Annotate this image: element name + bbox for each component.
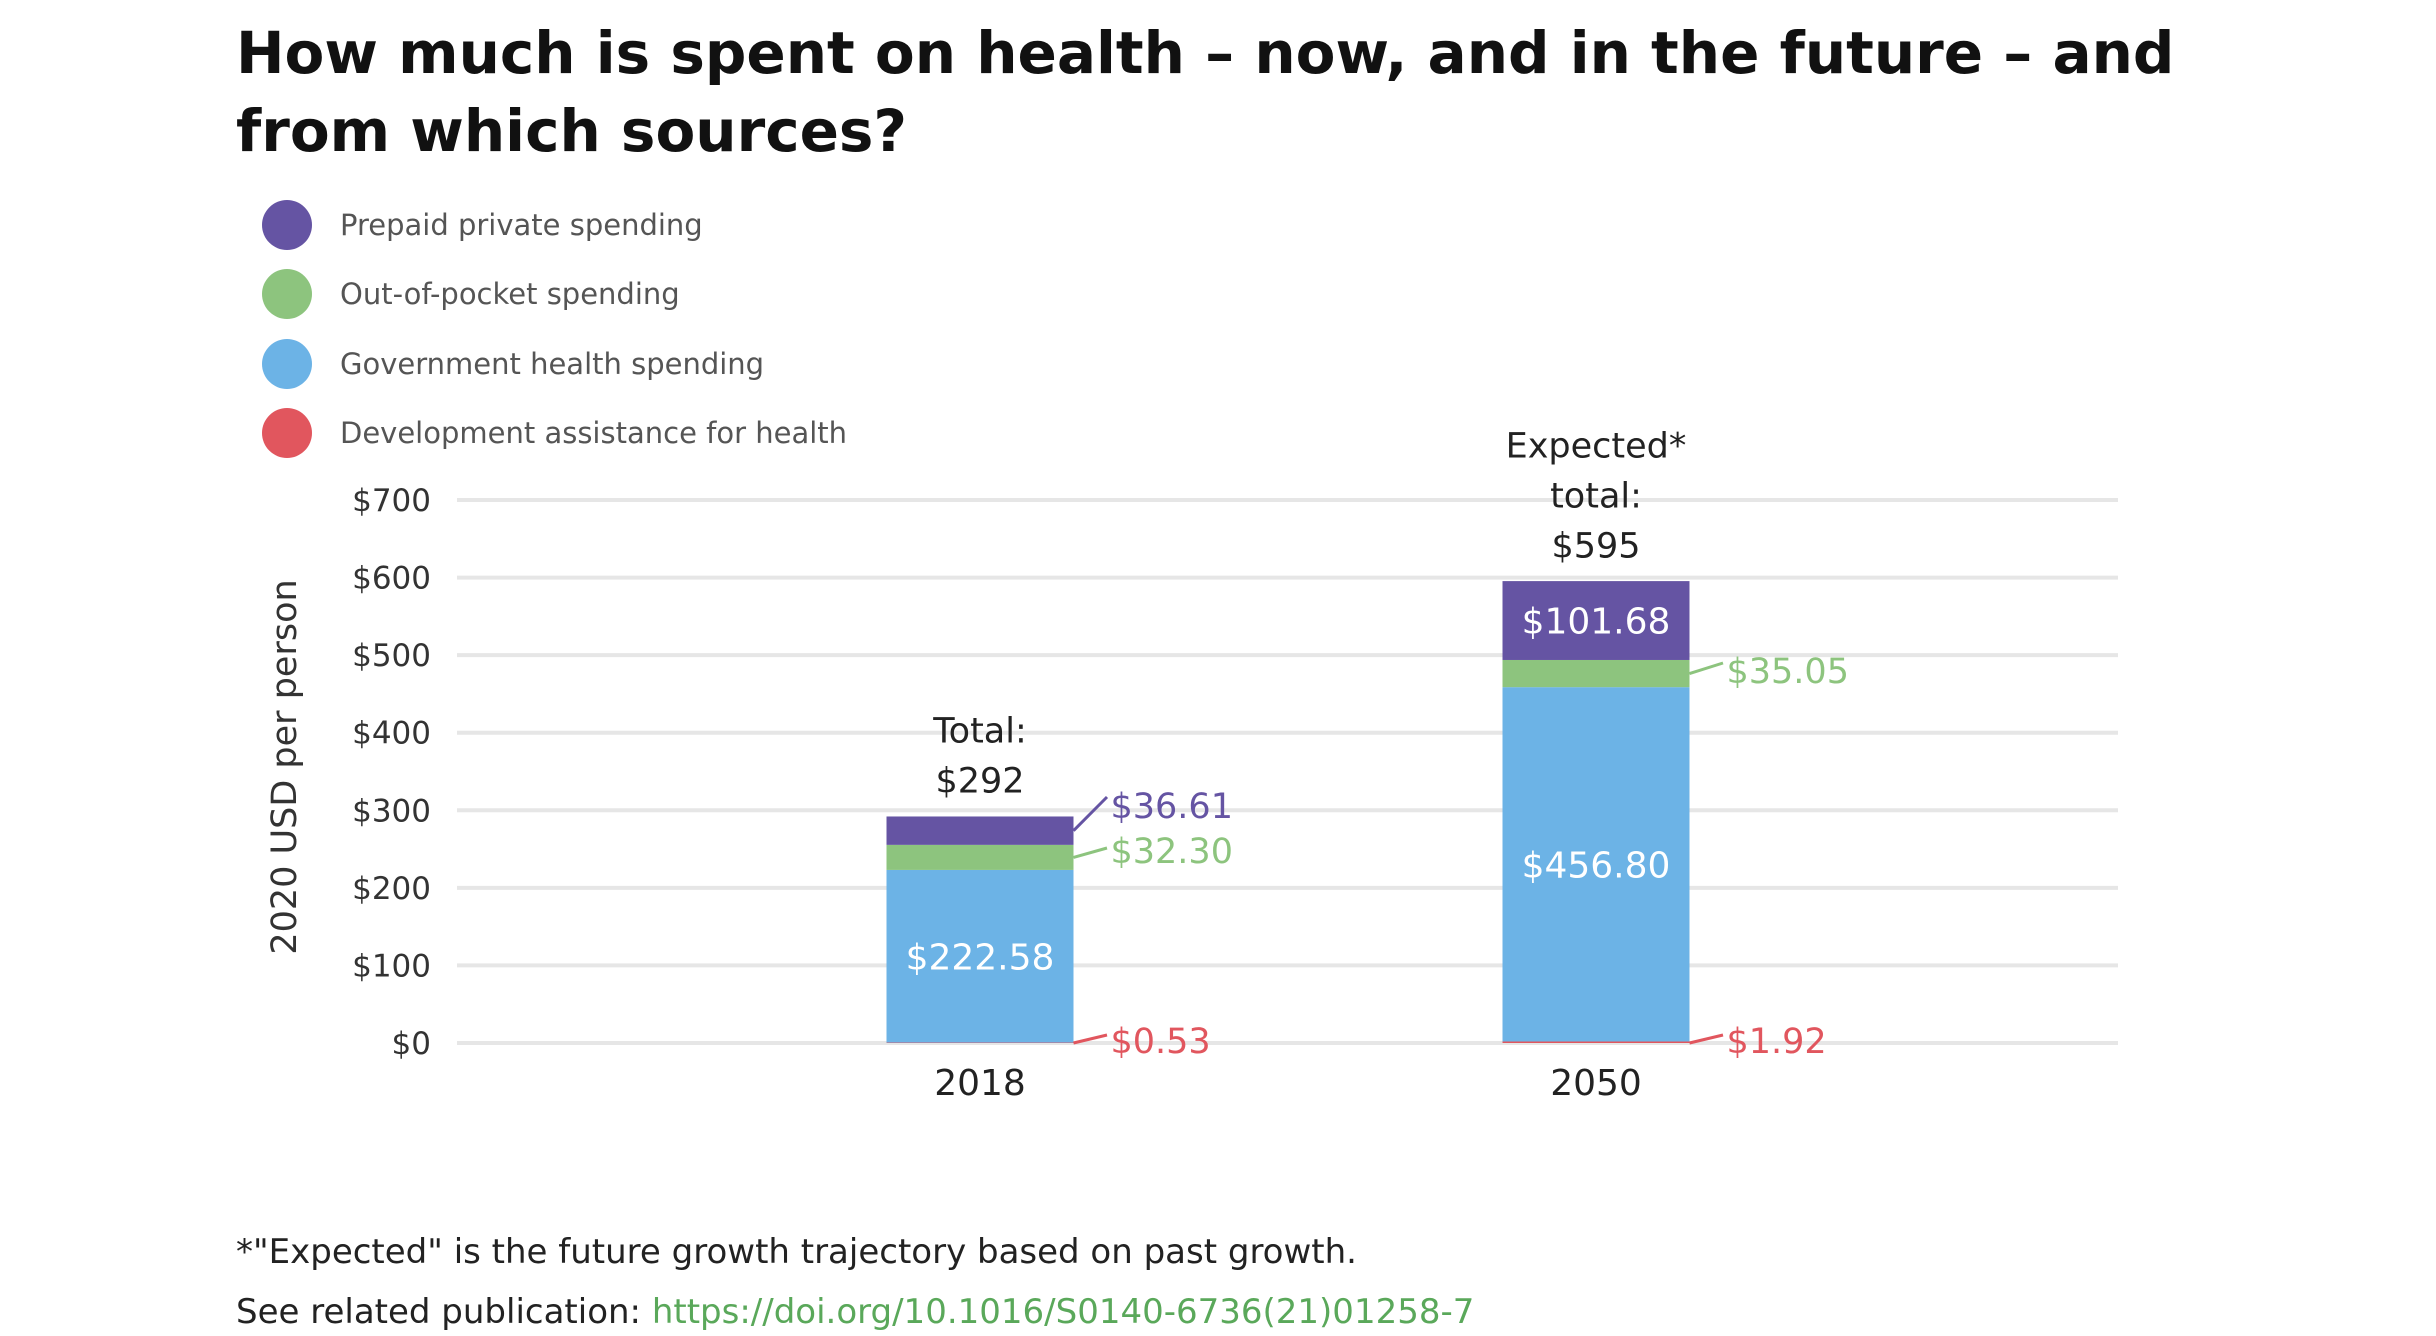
legend-label: Prepaid private spending [340,207,703,242]
related-publication-label: See related publication: [236,1292,652,1332]
y-tick-label: $400 [352,716,431,752]
x-tick-label: 2018 [934,1063,1026,1104]
data-label-dah: $1.92 [1727,1022,1827,1062]
legend-item-development-assistance: Development assistance for health [262,399,847,469]
legend-swatch-out-of-pocket-icon [262,269,312,320]
legend-swatch-prepaid-icon [262,199,312,250]
legend-item-prepaid: Prepaid private spending [262,190,847,260]
data-label-gov: $456.80 [1522,845,1671,886]
x-tick-label: 2050 [1550,1063,1642,1104]
legend-item-out-of-pocket: Out-of-pocket spending [262,260,847,330]
legend-swatch-government-icon [262,338,312,389]
y-tick-label: $600 [352,561,431,597]
publication-link[interactable]: https://doi.org/10.1016/S0140-6736(21)01… [651,1292,1475,1332]
bars [886,581,1690,1043]
leader-line-prepaid [1072,795,1109,832]
y-axis-label: 2020 USD per person [265,579,305,954]
y-tick-label: $700 [352,483,431,519]
y-tick-label: $500 [352,638,431,674]
legend: Prepaid private spending Out-of-pocket s… [262,190,847,468]
y-axis-ticks: $0 $100 $200 $300 $400 $500 $600 $700 [352,483,431,1062]
x-axis-ticks: 2018 2050 [934,1063,1642,1104]
bar-segment-gov-2050 [1502,687,1690,1042]
bar-segment-prepaid-2050 [1502,581,1690,660]
legend-label: Development assistance for health [340,416,848,451]
data-label-gov: $222.58 [906,937,1055,978]
total-label-line: $292 [935,761,1024,801]
total-label-line: Expected* [1506,426,1687,466]
data-label-oop: $32.30 [1111,832,1233,872]
gridlines [457,498,2118,1045]
data-label-prepaid: $36.61 [1111,787,1233,827]
bar-segment-oop-2050 [1502,659,1690,688]
total-label-line: Total: [932,711,1027,751]
related-publication: See related publication: https://doi.org… [236,1292,1474,1332]
data-label-prepaid: $101.68 [1522,602,1671,643]
legend-label: Out-of-pocket spending [340,277,680,312]
y-tick-label: $200 [352,871,431,907]
legend-item-government: Government health spending [262,329,847,399]
bar-segment-oop-2018 [886,844,1074,870]
data-labels: $0.53 $222.58 $32.30 $36.61 Total: $292 $1.92 $… [906,426,1849,1062]
data-label-dah: $0.53 [1111,1022,1211,1062]
total-label-line: total: [1550,476,1642,516]
leader-line-dah [1073,1033,1108,1045]
bar-segment-gov-2018 [886,869,1074,1043]
chart-title: How much is spent on health – now, and i… [236,19,2175,165]
legend-label: Government health spending [340,346,765,381]
y-tick-label: $300 [352,793,431,829]
leader-line-dah [1689,1033,1724,1045]
legend-swatch-development-assistance-icon [262,408,312,459]
total-label-line: $595 [1551,526,1640,566]
y-tick-label: $100 [352,948,431,984]
data-label-oop: $35.05 [1727,652,1849,692]
y-tick-label: $0 [392,1026,431,1062]
leader-line-oop [1689,661,1724,676]
leader-line-oop [1073,846,1108,859]
bar-segment-prepaid-2018 [886,816,1074,845]
footnote: *"Expected" is the future growth traject… [236,1232,1357,1272]
